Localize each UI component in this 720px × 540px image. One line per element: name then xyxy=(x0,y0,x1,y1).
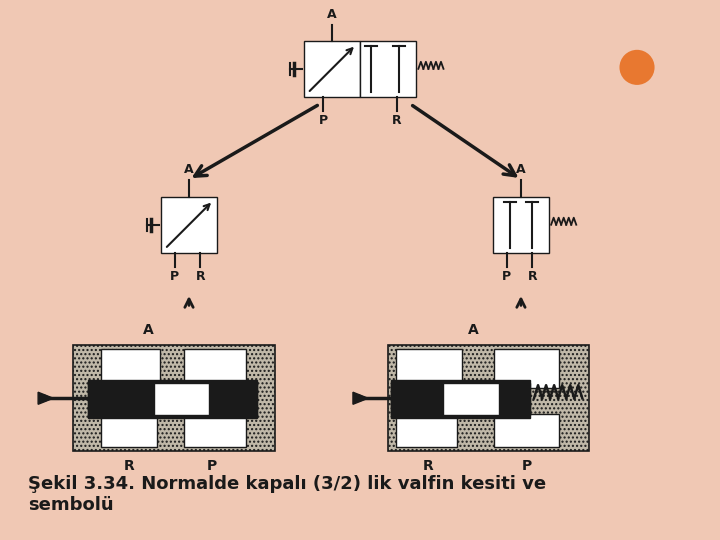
Text: A: A xyxy=(516,164,526,177)
Bar xyxy=(102,349,160,388)
Bar xyxy=(102,414,157,447)
Text: P: P xyxy=(503,270,511,283)
Bar xyxy=(184,349,246,388)
Bar xyxy=(444,383,499,415)
Text: R: R xyxy=(392,114,402,127)
Bar xyxy=(388,346,590,451)
Bar xyxy=(89,383,144,415)
Bar xyxy=(396,414,456,447)
Bar xyxy=(492,197,549,253)
Text: P: P xyxy=(207,459,217,473)
Text: R: R xyxy=(195,270,205,283)
Bar xyxy=(89,380,258,418)
Bar xyxy=(222,383,258,415)
Bar xyxy=(154,383,209,415)
Bar xyxy=(494,414,559,447)
Text: A: A xyxy=(184,164,194,177)
Bar xyxy=(360,40,416,97)
Text: R: R xyxy=(123,459,134,473)
Circle shape xyxy=(619,50,654,85)
Text: P: P xyxy=(522,459,532,473)
Text: R: R xyxy=(527,270,537,283)
Polygon shape xyxy=(38,392,53,404)
Bar xyxy=(509,383,530,415)
Bar xyxy=(396,349,462,388)
Text: A: A xyxy=(468,323,479,338)
Bar xyxy=(391,383,436,415)
Text: R: R xyxy=(423,459,433,473)
Bar xyxy=(73,346,274,451)
Text: P: P xyxy=(171,270,179,283)
Text: Şekil 3.34. Normalde kapalı (3/2) lik valfin kesiti ve
sembolü: Şekil 3.34. Normalde kapalı (3/2) lik va… xyxy=(28,475,546,514)
Polygon shape xyxy=(353,392,368,404)
Bar xyxy=(494,349,559,388)
Bar xyxy=(161,197,217,253)
Text: P: P xyxy=(319,114,328,127)
Text: A: A xyxy=(327,8,337,21)
Bar xyxy=(304,40,360,97)
Bar xyxy=(391,380,530,418)
Text: A: A xyxy=(143,323,154,338)
Bar xyxy=(184,414,246,447)
